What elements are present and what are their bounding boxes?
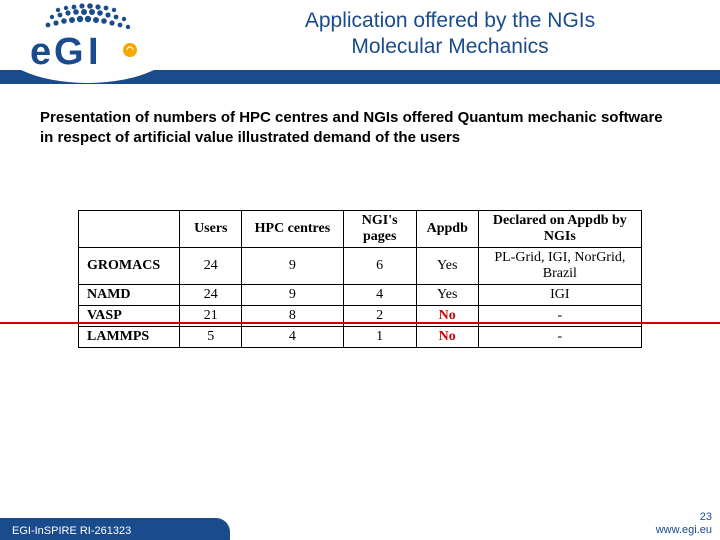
slide-title: Application offered by the NGIs Molecula… [190,8,710,61]
table-cell: 6 [343,248,416,285]
table-cell: 5 [180,327,242,348]
table-row: LAMMPS541No- [79,327,642,348]
table-cell: 9 [242,248,343,285]
table-cell: No [416,327,478,348]
table-cell: Yes [416,248,478,285]
svg-text:G: G [54,31,84,73]
table-cell: IGI [478,285,641,306]
table-cell: 4 [343,285,416,306]
footer-url: www.egi.eu [656,524,712,537]
egi-logo: e G I [10,2,180,77]
red-divider-line [0,322,720,324]
footer-project-ref: EGI-InSPIRE RI-261323 [12,525,131,537]
col-users: Users [180,211,242,248]
table-cell: GROMACS [79,248,180,285]
table-cell: Yes [416,285,478,306]
table-cell: 1 [343,327,416,348]
svg-text:e: e [30,31,51,73]
svg-text:I: I [88,31,99,73]
table-cell: NAMD [79,285,180,306]
slide-footer: EGI-InSPIRE RI-261323 23 www.egi.eu [0,496,720,540]
table-cell: 24 [180,248,242,285]
table-row: GROMACS2496YesPL-Grid, IGI, NorGrid, Bra… [79,248,642,285]
col-declared: Declared on Appdb by NGIs [478,211,641,248]
col-blank [79,211,180,248]
table-cell: - [478,327,641,348]
table-cell: 9 [242,285,343,306]
col-appdb: Appdb [416,211,478,248]
footer-right-block: 23 www.egi.eu [656,511,712,537]
title-line-1: Application offered by the NGIs [190,8,710,34]
table-header-row: Users HPC centres NGI's pages Appdb Decl… [79,211,642,248]
table-cell: 24 [180,285,242,306]
page-number: 23 [656,511,712,524]
title-line-2: Molecular Mechanics [190,34,710,60]
slide-header: e G I Application offered by the NGIs Mo… [0,0,720,85]
table-cell: 4 [242,327,343,348]
col-ngi: NGI's pages [343,211,416,248]
software-table: Users HPC centres NGI's pages Appdb Decl… [78,210,642,348]
table-cell: LAMMPS [79,327,180,348]
col-hpc: HPC centres [242,211,343,248]
table-row: NAMD2494YesIGI [79,285,642,306]
intro-paragraph: Presentation of numbers of HPC centres a… [40,108,680,149]
table-cell: PL-Grid, IGI, NorGrid, Brazil [478,248,641,285]
